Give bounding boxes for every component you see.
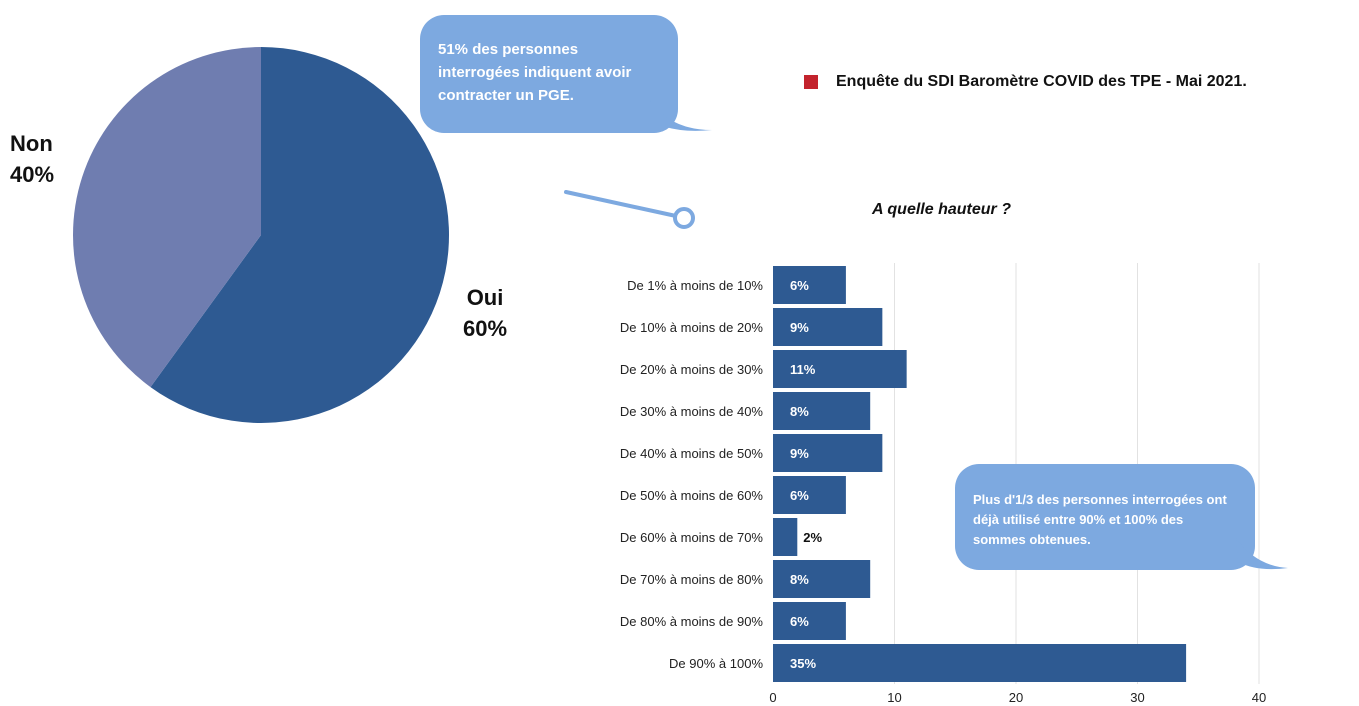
pie-slice-non <box>73 47 261 388</box>
bar-value-label: 6% <box>790 614 809 629</box>
pie-label-oui-name: Oui <box>466 285 504 310</box>
bar <box>773 350 907 388</box>
category-label: De 40% à moins de 50% <box>620 446 764 461</box>
connector-dot-icon <box>673 207 695 229</box>
usage-callout: Plus d'1/3 des personnes interrogées ont… <box>955 464 1255 570</box>
x-tick-label: 20 <box>1009 690 1023 705</box>
bar <box>773 308 883 346</box>
usage-callout-tail <box>1236 538 1288 570</box>
bar-value-label: 9% <box>790 446 809 461</box>
pie-label-oui: Oui 60% <box>463 282 507 344</box>
bar <box>773 560 871 598</box>
bar <box>773 434 883 472</box>
legend-text: Enquête du SDI Baromètre COVID des TPE -… <box>836 73 1247 90</box>
pie-label-non-value: 40% <box>10 162 55 187</box>
x-tick-label: 10 <box>887 690 901 705</box>
bar <box>773 644 1187 682</box>
bar <box>773 266 846 304</box>
category-label: De 50% à moins de 60% <box>620 488 764 503</box>
bar-value-label: 6% <box>790 278 809 293</box>
pie-slice-oui <box>150 47 449 423</box>
pge-callout: 51% des personnes interrogées indiquent … <box>420 15 678 133</box>
x-tick-label: 30 <box>1130 690 1144 705</box>
bar <box>773 392 871 430</box>
x-tick-label: 0 <box>769 690 776 705</box>
legend: Enquête du SDI Baromètre COVID des TPE -… <box>804 73 1247 91</box>
bar-chart-title: A quelle hauteur ? <box>872 201 1011 218</box>
bar-value-label: 8% <box>790 404 809 419</box>
bar-value-label: 9% <box>790 320 809 335</box>
legend-swatch <box>804 75 818 89</box>
pie-chart <box>73 47 449 423</box>
pge-callout-tail <box>650 100 712 131</box>
connector-line <box>564 190 695 229</box>
bar-value-label: 2% <box>803 530 822 545</box>
category-label: De 10% à moins de 20% <box>620 320 764 335</box>
pie-label-non: Non 40% <box>10 128 54 190</box>
category-label: De 1% à moins de 10% <box>627 278 763 293</box>
bar <box>773 476 846 514</box>
category-label: De 60% à moins de 70% <box>620 530 764 545</box>
pie-label-oui-value: 60% <box>463 316 508 341</box>
pge-callout-text: 51% des personnes interrogées indiquent … <box>438 41 632 104</box>
category-label: De 30% à moins de 40% <box>620 404 764 419</box>
category-label: De 70% à moins de 80% <box>620 572 764 587</box>
bar <box>773 602 846 640</box>
bar-value-label: 8% <box>790 572 809 587</box>
usage-callout-text: Plus d'1/3 des personnes interrogées ont… <box>973 492 1227 547</box>
bar <box>773 518 798 556</box>
bar-value-label: 6% <box>790 488 809 503</box>
x-tick-label: 40 <box>1252 690 1266 705</box>
category-label: De 90% à 100% <box>669 656 763 671</box>
category-label: De 80% à moins de 90% <box>620 614 764 629</box>
pie-label-non-name: Non <box>10 131 53 156</box>
bar-value-label: 35% <box>790 656 816 671</box>
bar-value-label: 11% <box>790 362 816 377</box>
category-label: De 20% à moins de 30% <box>620 362 764 377</box>
